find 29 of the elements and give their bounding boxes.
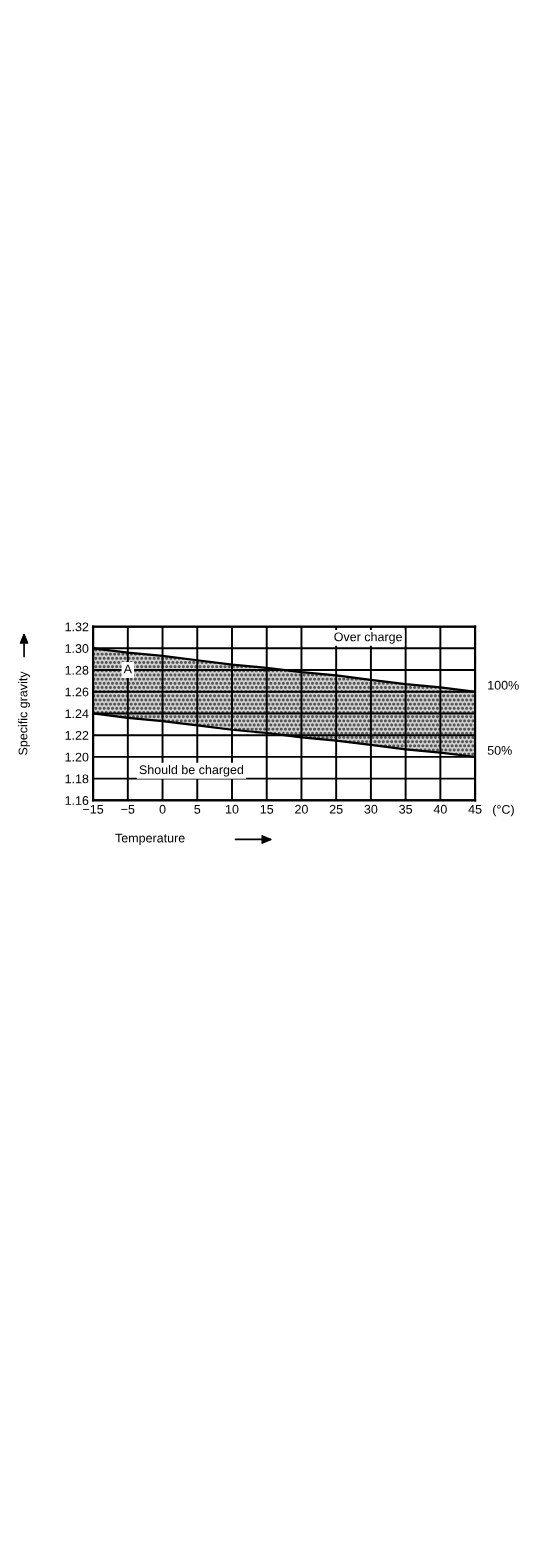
x-tick-label: −15 [83, 804, 104, 814]
y-tick-label: 1.24 [65, 709, 89, 718]
x-tick-label: 15 [260, 804, 274, 814]
y-tick-label: 1.26 [65, 687, 89, 697]
y-tick-label: 1.18 [65, 774, 89, 784]
x-tick-label: 25 [329, 804, 343, 814]
x-tick-label: 45 [468, 804, 482, 814]
x-tick-label: 35 [399, 804, 413, 814]
x-tick-label: −5 [121, 804, 135, 814]
text: (°C) [493, 804, 514, 817]
x-tick-label: 30 [364, 804, 378, 814]
y-tick-label: 1.22 [65, 730, 89, 740]
y-tick-label: 1.16 [65, 796, 89, 805]
y-tick-label: 1.32 [65, 622, 89, 632]
x-tick-label: 20 [295, 804, 308, 814]
x-tick-label: 0 [159, 804, 166, 814]
y-axis-title: Specific gravity [18, 671, 30, 755]
annotation: Should be charged [139, 764, 244, 777]
x-tick-label: 10 [226, 804, 239, 814]
x-tick-label: 5 [194, 804, 201, 814]
x-axis-title: Temperature [115, 833, 185, 845]
y-tick-label: 1.30 [65, 644, 89, 653]
y-tick-label: 1.28 [65, 665, 89, 675]
series-label: 50% [487, 745, 512, 755]
y-tick-label: 1.20 [65, 752, 89, 762]
x-tick-label: 40 [433, 804, 447, 814]
annotation: Over charge [334, 632, 402, 644]
annotation: A [123, 664, 132, 674]
series-label: 100% [488, 680, 519, 690]
